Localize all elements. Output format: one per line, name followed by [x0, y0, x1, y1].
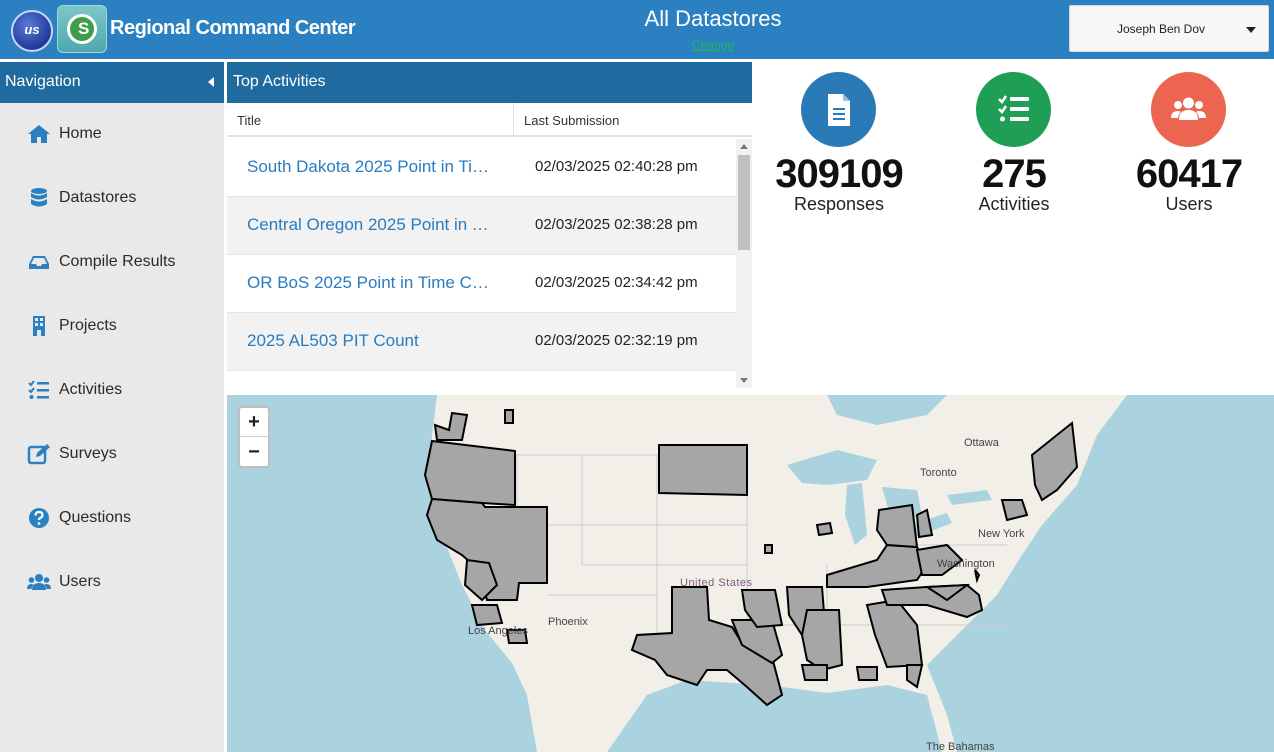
- responses-icon-circle: [801, 72, 876, 147]
- map-view[interactable]: [227, 395, 1274, 752]
- activities-icon-circle: [976, 72, 1051, 147]
- inbox-icon: [29, 256, 49, 269]
- activity-title-link[interactable]: OR BoS 2025 Point in Time Count: [247, 273, 497, 292]
- app-title: Regional Command Center: [110, 17, 356, 39]
- table-row[interactable]: 2025 AL503 PIT Count 02/03/2025 02:32:19…: [227, 313, 736, 371]
- building-icon: [33, 316, 45, 336]
- sidebar-item-activities[interactable]: Activities: [0, 362, 224, 418]
- edit-icon: [27, 444, 50, 465]
- column-header-label: Last Submission: [524, 113, 620, 128]
- map-label-ottawa: Ottawa: [964, 437, 999, 449]
- sidebar-item-label: Projects: [59, 317, 117, 334]
- sidebar-item-label: Compile Results: [59, 253, 176, 270]
- responses-count: 309109: [775, 152, 903, 196]
- map-label-los-angeles: Los Angeles: [468, 625, 528, 637]
- sidebar-item-surveys[interactable]: Surveys: [0, 426, 224, 482]
- table-row[interactable]: South Dakota 2025 Point in Time Count 02…: [227, 139, 736, 197]
- sidebar-item-datastores[interactable]: Datastores: [0, 170, 224, 226]
- sidebar-item-home[interactable]: Home: [0, 106, 224, 162]
- activity-last-submission: 02/03/2025 02:40:28 pm: [535, 158, 698, 175]
- list-check-icon: [998, 95, 1029, 122]
- sidebar-item-compile-results[interactable]: Compile Results: [0, 234, 224, 290]
- map-canvas[interactable]: [227, 395, 1274, 752]
- zoom-in-button[interactable]: +: [240, 408, 268, 437]
- activity-title-link[interactable]: 2025 AL503 PIT Count: [247, 331, 419, 350]
- top-bar: us S Regional Command Center All Datasto…: [0, 0, 1274, 59]
- activity-title-link[interactable]: Central Oregon 2025 Point in Time Count: [247, 215, 497, 234]
- top-activities-panel: Top Activities Title Last Submission Sou…: [227, 62, 752, 388]
- home-icon: [28, 125, 50, 143]
- map-label-toronto: Toronto: [920, 467, 957, 479]
- sidebar-item-label: Activities: [59, 381, 123, 398]
- lake-michigan: [845, 483, 867, 545]
- column-header-title[interactable]: Title: [227, 103, 514, 137]
- user-name: Joseph Ben Dov: [1116, 22, 1206, 36]
- top-activities-title: Top Activities: [233, 73, 326, 90]
- activity-last-submission: 02/03/2025 02:32:19 pm: [535, 332, 698, 349]
- activity-last-submission: 02/03/2025 02:38:28 pm: [535, 216, 698, 233]
- table-row[interactable]: OR BoS 2025 Point in Time Count 02/03/20…: [227, 255, 736, 313]
- users-icon: [1171, 97, 1206, 120]
- document-icon: [828, 94, 850, 126]
- sidebar-item-questions[interactable]: Questions: [0, 490, 224, 546]
- map-label-bahamas: The Bahamas: [926, 741, 995, 752]
- database-icon: [31, 188, 47, 207]
- zoom-out-button[interactable]: −: [248, 441, 260, 463]
- lake-ontario: [947, 490, 992, 505]
- question-circle-icon: [29, 508, 49, 528]
- responses-label: Responses: [793, 194, 885, 214]
- table-row[interactable]: Central Oregon 2025 Point in Time Count …: [227, 197, 736, 255]
- gulf-of-mexico: [607, 680, 942, 752]
- map-label-united-states: United States: [680, 577, 753, 589]
- scrollbar-thumb[interactable]: [738, 155, 750, 250]
- stat-responses: 309109 Responses: [749, 72, 929, 222]
- activity-last-submission: 02/03/2025 02:34:42 pm: [535, 274, 698, 291]
- command-center-logo: S: [57, 5, 107, 53]
- users-label: Users: [1165, 194, 1213, 214]
- activities-count: 275: [982, 152, 1047, 196]
- sidebar-item-users[interactable]: Users: [0, 554, 224, 610]
- scroll-up-icon[interactable]: [740, 144, 748, 149]
- stat-activities: 275 Activities: [924, 72, 1104, 222]
- activities-table-body: South Dakota 2025 Point in Time Count 02…: [227, 139, 736, 389]
- list-check-icon: [28, 380, 49, 399]
- pacific-ocean: [227, 395, 537, 752]
- map-label-washington: Washington: [937, 558, 995, 570]
- atlantic-ocean: [927, 395, 1274, 752]
- scroll-down-icon[interactable]: [740, 378, 748, 383]
- northern-water: [827, 395, 947, 425]
- highlighted-regions: [423, 409, 1079, 707]
- sidebar-item-label: Users: [59, 573, 101, 590]
- map-zoom-control: + −: [238, 406, 270, 468]
- stat-users: 60417 Users: [1099, 72, 1274, 222]
- sidebar-item-projects[interactable]: Projects: [0, 298, 224, 354]
- sidebar-item-label: Questions: [59, 509, 132, 526]
- us-logo: us: [11, 10, 53, 52]
- sidebar-item-label: Surveys: [59, 445, 117, 462]
- users-icon-circle: [1151, 72, 1226, 147]
- column-header-label: Title: [237, 113, 262, 128]
- sidebar-item-label: Home: [59, 125, 102, 142]
- sidebar-title: Navigation: [5, 73, 81, 90]
- change-datastore-link[interactable]: Change: [691, 38, 735, 52]
- map-label-new-york: New York: [978, 528, 1025, 540]
- user-menu-dropdown[interactable]: Joseph Ben Dov: [1069, 5, 1269, 52]
- sidebar: Navigation Home Datastores Compile Resul…: [0, 62, 224, 752]
- us-logo-text: us: [24, 22, 40, 37]
- top-activities-header: Top Activities: [227, 62, 752, 103]
- caret-down-icon: [1246, 27, 1256, 33]
- lake-superior: [787, 450, 877, 485]
- collapse-sidebar-icon[interactable]: [208, 77, 214, 87]
- activities-label: Activities: [978, 194, 1050, 214]
- column-header-last-submission[interactable]: Last Submission: [514, 103, 752, 137]
- map-label-phoenix: Phoenix: [548, 616, 588, 628]
- sidebar-item-label: Datastores: [59, 189, 137, 206]
- sidebar-header: Navigation: [0, 62, 224, 103]
- users-icon: [27, 574, 51, 590]
- activities-scrollbar[interactable]: [736, 139, 752, 388]
- activity-title-link[interactable]: South Dakota 2025 Point in Time Count: [247, 157, 497, 176]
- datastore-title: All Datastores: [644, 6, 782, 31]
- users-count: 60417: [1135, 152, 1243, 196]
